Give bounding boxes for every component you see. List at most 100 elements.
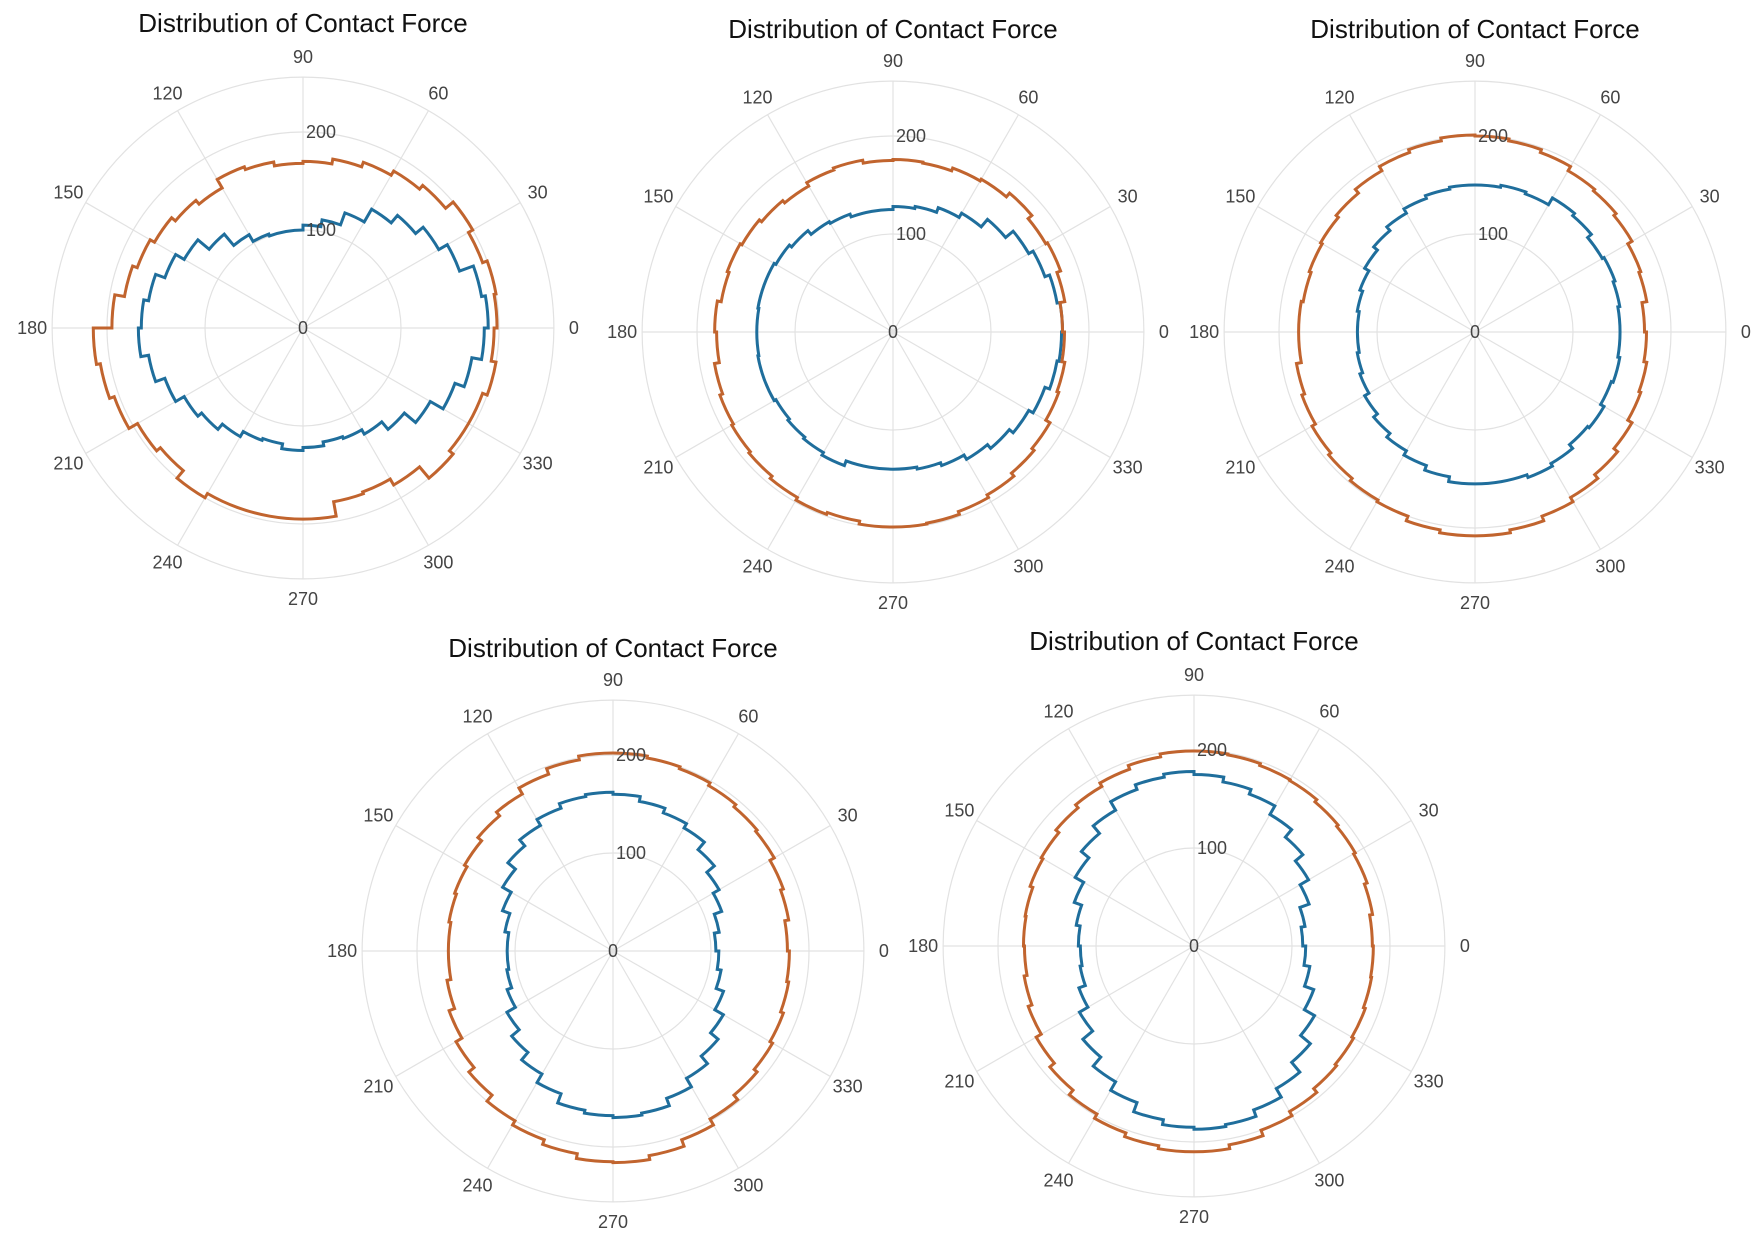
- theta-tick-label: 210: [1225, 457, 1255, 477]
- theta-tick-label: 180: [607, 322, 637, 342]
- r-tick-label: 0: [1189, 936, 1199, 956]
- polar-chart-3: Distribution of Contact Force 0 30 60 90 120 1…: [1189, 14, 1751, 613]
- r-tick-label: 100: [1197, 838, 1227, 858]
- grid-spoke: [767, 331, 894, 550]
- r-tick-label: 100: [896, 224, 926, 244]
- theta-tick-label: 300: [733, 1176, 763, 1196]
- r-tick-label: 200: [306, 122, 336, 142]
- grid-spoke: [612, 825, 831, 952]
- theta-tick-label: 150: [53, 183, 83, 203]
- theta-tick-label: 120: [1044, 701, 1074, 721]
- grid-spoke: [1474, 331, 1693, 458]
- series-blue-line: [1072, 770, 1317, 1131]
- theta-tick-label: 210: [944, 1071, 974, 1091]
- theta-tick-label: 180: [908, 936, 938, 956]
- theta-tick-label: 210: [363, 1076, 393, 1096]
- theta-tick-label: 60: [1018, 87, 1038, 107]
- theta-tick-label: 300: [423, 553, 453, 573]
- grid-spoke: [395, 950, 614, 1077]
- theta-tick-label: 150: [1225, 187, 1255, 207]
- grid-spoke: [892, 331, 1019, 550]
- grid-spoke: [487, 733, 614, 952]
- chart-title: Distribution of Contact Force: [448, 633, 777, 663]
- grid-spoke: [612, 733, 739, 952]
- theta-tick-label: 240: [1325, 557, 1355, 577]
- grid-spoke: [1474, 114, 1601, 333]
- r-tick-label: 0: [608, 941, 618, 961]
- chart-title: Distribution of Contact Force: [1029, 626, 1358, 656]
- theta-tick-label: 270: [288, 589, 318, 609]
- theta-tick-label: 150: [944, 801, 974, 821]
- theta-tick-label: 60: [428, 83, 448, 103]
- grid-spoke: [85, 202, 304, 329]
- grid-spoke: [1349, 114, 1476, 333]
- series-blue-line: [1355, 183, 1622, 486]
- grid-spoke: [177, 110, 304, 329]
- polar-chart-4: Distribution of Contact Force 0 30 60 90 120 1…: [327, 633, 889, 1232]
- grid-spoke: [302, 202, 521, 329]
- theta-tick-label: 60: [738, 706, 758, 726]
- theta-tick-label: 150: [363, 806, 393, 826]
- theta-tick-label: 330: [833, 1076, 863, 1096]
- grid-spoke: [1349, 331, 1476, 550]
- grid-spoke: [675, 206, 894, 333]
- series-orange-line: [712, 158, 1067, 529]
- theta-tick-label: 300: [1314, 1171, 1344, 1191]
- theta-tick-label: 330: [523, 453, 553, 473]
- theta-tick-label: 0: [1460, 936, 1470, 956]
- theta-tick-label: 30: [1118, 187, 1138, 207]
- theta-tick-label: 150: [643, 187, 673, 207]
- theta-tick-label: 270: [598, 1212, 628, 1232]
- series-orange-line: [91, 157, 499, 521]
- series-orange-line: [1021, 749, 1375, 1154]
- chart-title: Distribution of Contact Force: [1310, 14, 1639, 44]
- series-orange-line: [445, 751, 791, 1165]
- theta-tick-label: 180: [1189, 322, 1219, 342]
- theta-tick-label: 60: [1600, 87, 1620, 107]
- r-tick-label: 200: [1197, 740, 1227, 760]
- grid-spoke: [1068, 945, 1195, 1164]
- polar-chart-2: Distribution of Contact Force 0 30 60 90 120 1…: [607, 14, 1169, 613]
- theta-tick-label: 180: [327, 941, 357, 961]
- polar-chart-5: Distribution of Contact Force 0 30 60 90 120 1…: [908, 626, 1470, 1227]
- theta-tick-label: 120: [153, 83, 183, 103]
- theta-tick-label: 0: [1159, 322, 1169, 342]
- grid-spoke: [487, 950, 614, 1169]
- grid-spoke: [1068, 728, 1195, 947]
- series-blue-line: [755, 204, 1065, 471]
- theta-tick-label: 90: [293, 47, 313, 67]
- grid-spoke: [675, 331, 894, 458]
- r-tick-label: 200: [1478, 126, 1508, 146]
- r-tick-label: 100: [1478, 224, 1508, 244]
- theta-tick-label: 0: [569, 318, 579, 338]
- theta-tick-label: 300: [1595, 557, 1625, 577]
- polar-chart-1: Distribution of Contact Force 0 30 60 90 120 1…: [17, 8, 579, 609]
- theta-tick-label: 90: [1184, 665, 1204, 685]
- theta-tick-label: 0: [879, 941, 889, 961]
- grid-spoke: [892, 206, 1111, 333]
- theta-tick-label: 240: [1044, 1171, 1074, 1191]
- grid-spoke: [1193, 945, 1412, 1072]
- theta-tick-label: 330: [1113, 457, 1143, 477]
- theta-tick-label: 270: [1460, 593, 1490, 613]
- theta-tick-label: 330: [1414, 1071, 1444, 1091]
- grid-spoke: [612, 950, 739, 1169]
- r-tick-label: 0: [888, 322, 898, 342]
- theta-tick-label: 120: [463, 706, 493, 726]
- theta-tick-label: 210: [643, 457, 673, 477]
- chart-title: Distribution of Contact Force: [728, 14, 1057, 44]
- r-tick-label: 0: [1470, 322, 1480, 342]
- series-blue-line: [500, 790, 726, 1120]
- series-orange-line: [1294, 133, 1649, 538]
- theta-tick-label: 30: [528, 183, 548, 203]
- grid-spoke: [85, 327, 304, 454]
- theta-tick-label: 0: [1741, 322, 1751, 342]
- r-tick-label: 0: [298, 318, 308, 338]
- theta-tick-label: 90: [1465, 51, 1485, 71]
- grid-spoke: [1193, 728, 1320, 947]
- theta-tick-label: 270: [1179, 1207, 1209, 1227]
- grid-spoke: [1474, 206, 1693, 333]
- theta-tick-label: 90: [883, 51, 903, 71]
- theta-tick-label: 240: [463, 1176, 493, 1196]
